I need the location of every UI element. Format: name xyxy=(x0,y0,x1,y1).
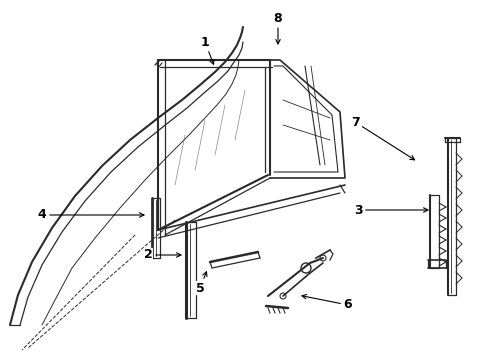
Text: 5: 5 xyxy=(196,272,207,294)
Text: 6: 6 xyxy=(302,294,352,311)
Text: 1: 1 xyxy=(200,36,214,64)
Text: 7: 7 xyxy=(351,116,415,160)
Text: 3: 3 xyxy=(354,203,428,216)
Text: 8: 8 xyxy=(274,12,282,44)
Text: 2: 2 xyxy=(144,248,181,261)
Text: 4: 4 xyxy=(38,208,144,221)
